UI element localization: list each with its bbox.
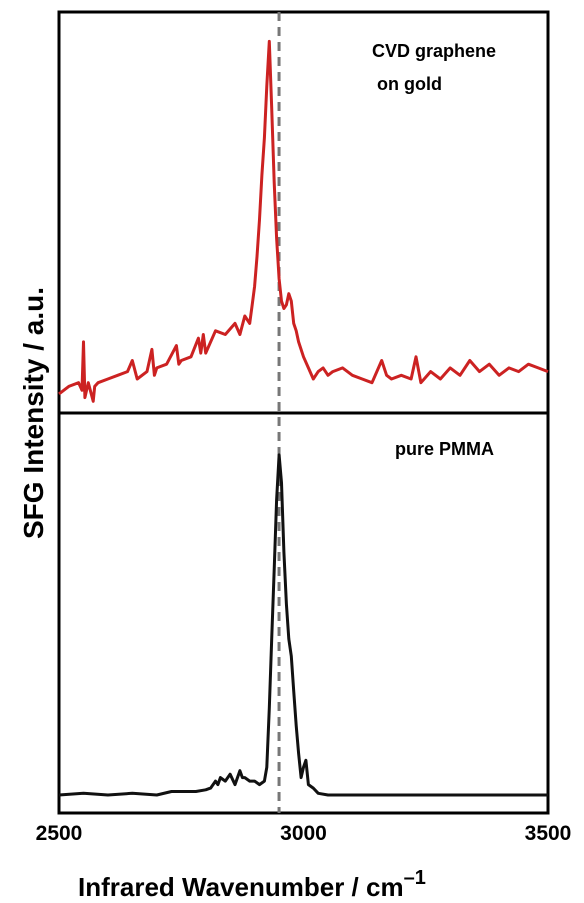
top-annotation-line-1: CVD graphene bbox=[372, 41, 496, 61]
bottom-panel-frame bbox=[57, 411, 550, 815]
x-tick-labels: 2500 3000 3500 bbox=[36, 822, 572, 845]
bottom-series-line bbox=[58, 453, 548, 797]
top-annotation-line-2: on gold bbox=[377, 74, 442, 94]
top-series-line bbox=[58, 39, 549, 403]
x-axis-label-text: Infrared Wavenumber / cm bbox=[78, 872, 404, 902]
x-tick-label-3000: 3000 bbox=[280, 822, 327, 845]
x-tick-label-3500: 3500 bbox=[525, 822, 572, 845]
x-tick-label-2500: 2500 bbox=[36, 822, 83, 845]
y-axis-label: SFG Intensity / a.u. bbox=[18, 287, 49, 539]
x-axis-label: Infrared Wavenumber / cm–1 bbox=[78, 867, 426, 902]
bottom-annotation: pure PMMA bbox=[395, 439, 494, 459]
x-axis-label-superscript: –1 bbox=[404, 867, 426, 889]
